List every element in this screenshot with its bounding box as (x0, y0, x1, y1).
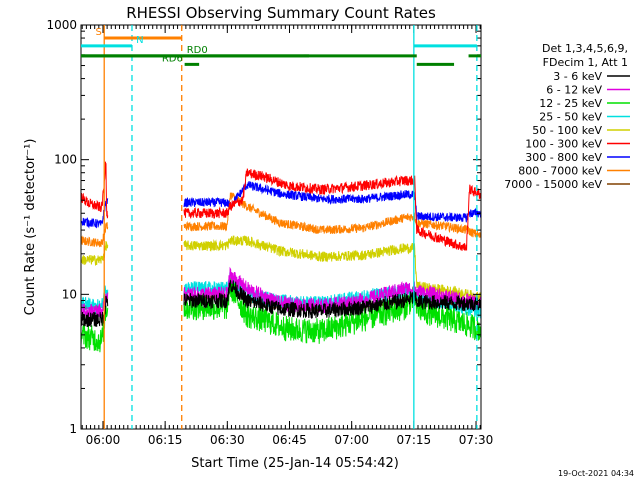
y-tick-label: 1000 (46, 18, 77, 32)
legend: Det 1,3,4,5,6,9, FDecim 1, Att 1 3 - 6 k… (504, 42, 630, 191)
legend-label: 100 - 300 keV (525, 138, 602, 151)
legend-label: 300 - 800 keV (525, 151, 602, 164)
y-tick-label: 10 (62, 287, 77, 301)
x-tick-label: 06:00 (86, 433, 121, 447)
flag-label-rd0: RD0 (187, 45, 208, 56)
legend-header-line-2: FDecim 1, Att 1 (543, 56, 628, 69)
legend-label: 25 - 50 keV (539, 111, 602, 124)
flag-label-s: S (96, 27, 102, 38)
y-tick-label: 1 (69, 422, 77, 436)
x-axis: 06:00 06:15 06:30 06:45 07:00 07:15 07:30 (81, 25, 494, 447)
x-tick-label: 06:15 (148, 433, 183, 447)
series-line-3-6-kev (81, 280, 481, 328)
series-line-100-300-kev (81, 161, 481, 251)
chart-title: RHESSI Observing Summary Count Rates (126, 4, 436, 22)
x-tick-label: 07:30 (459, 433, 494, 447)
plot-area (81, 161, 481, 353)
legend-label: 6 - 12 keV (546, 84, 602, 97)
legend-label: 12 - 25 keV (539, 97, 602, 110)
x-axis-label: Start Time (25-Jan-14 05:54:42) (191, 456, 399, 471)
series-line-12-25-kev (81, 275, 481, 353)
x-tick-label: 06:45 (272, 433, 307, 447)
flag-label-n: N (136, 35, 143, 46)
series-line-800-7000-kev (81, 192, 481, 248)
legend-label: 3 - 6 keV (553, 70, 602, 83)
legend-label: 7000 - 15000 keV (504, 178, 602, 191)
flag-label-rd6: RD6 (162, 53, 183, 64)
generated-timestamp: 19-Oct-2021 04:34 (558, 469, 634, 478)
x-tick-label: 07:15 (397, 433, 432, 447)
y-axis-label: Count Rate (s⁻¹ detector⁻¹) (23, 139, 38, 316)
x-tick-label: 06:30 (210, 433, 245, 447)
legend-header-line-1: Det 1,3,4,5,6,9, (542, 42, 628, 55)
y-tick-label: 100 (54, 153, 77, 167)
x-tick-label: 07:00 (334, 433, 369, 447)
legend-label: 50 - 100 keV (532, 124, 602, 137)
legend-label: 800 - 7000 keV (518, 165, 602, 178)
